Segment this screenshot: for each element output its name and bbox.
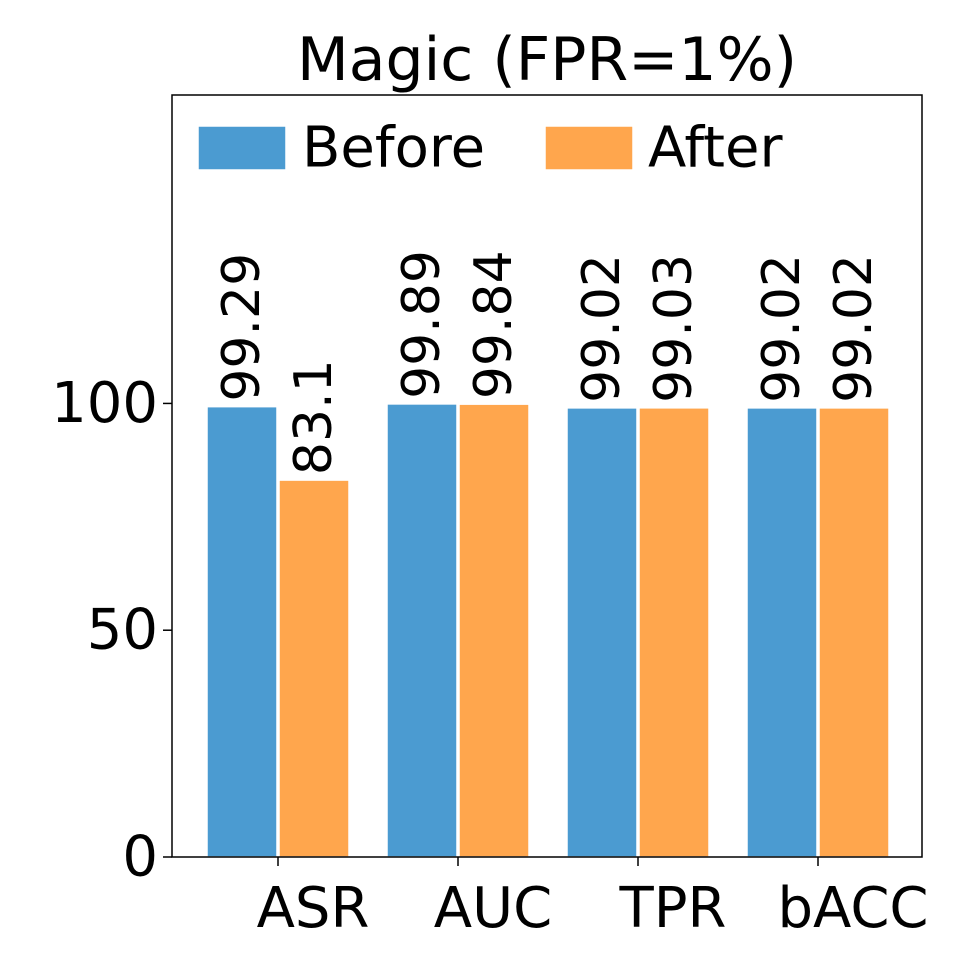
value-label-before-bacc: 99.02 xyxy=(752,254,812,403)
y-tick-label-100: 100 xyxy=(51,371,158,436)
bar-before-asr xyxy=(206,405,278,858)
bars xyxy=(206,403,890,858)
y-tick-label-50: 50 xyxy=(87,598,158,663)
legend-label-after: After xyxy=(648,116,783,181)
plot-frame xyxy=(171,94,923,858)
x-tick-label-tpr: TPR xyxy=(619,876,727,941)
legend-swatch-after xyxy=(544,125,634,171)
value-label-before-auc: 99.89 xyxy=(392,250,452,399)
x-tick-label-auc: AUC xyxy=(434,876,552,941)
legend-swatch-before xyxy=(197,125,287,171)
chart-title: Magic (FPR=1%) xyxy=(297,25,797,95)
value-label-before-tpr: 99.02 xyxy=(572,254,632,403)
x-tick-label-asr: ASR xyxy=(257,876,370,941)
y-tick-label-0: 0 xyxy=(122,825,158,890)
bar-after-auc xyxy=(458,403,530,858)
axes: ASR AUC TPR bACC 0 50 100 xyxy=(51,94,929,941)
value-label-after-asr: 83.1 xyxy=(284,359,344,475)
bar-after-asr xyxy=(278,479,350,858)
bar-before-auc xyxy=(386,403,458,858)
value-label-before-asr: 99.29 xyxy=(212,253,272,402)
legend: Before After xyxy=(197,116,783,181)
value-label-after-tpr: 99.03 xyxy=(644,254,704,403)
bar-after-tpr xyxy=(638,407,710,858)
bar-after-bacc xyxy=(818,407,890,858)
bar-before-bacc xyxy=(746,407,818,858)
bar-before-tpr xyxy=(566,407,638,858)
x-tick-label-bacc: bACC xyxy=(777,876,928,941)
value-label-after-auc: 99.84 xyxy=(464,250,524,399)
legend-label-before: Before xyxy=(302,116,485,181)
value-label-after-bacc: 99.02 xyxy=(824,254,884,403)
